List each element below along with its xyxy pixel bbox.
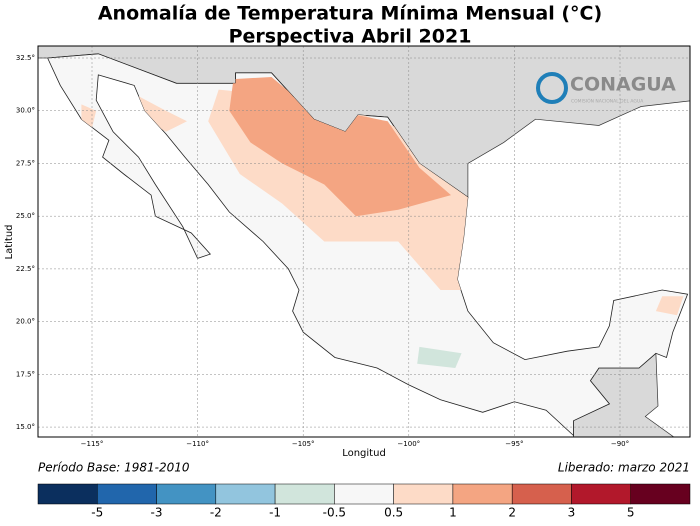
title: Perspectiva Abril 2021 bbox=[229, 26, 472, 48]
colorbar-swatch bbox=[334, 484, 393, 504]
colorbar-label: -5 bbox=[91, 506, 103, 520]
colorbar-swatch bbox=[571, 484, 630, 504]
colorbar-swatch bbox=[453, 484, 512, 504]
colorbar-label: -0.5 bbox=[323, 506, 346, 520]
x-tick-label: −95° bbox=[505, 440, 523, 448]
x-tick-label: −115° bbox=[81, 440, 104, 448]
logo-name: CONAGUA bbox=[570, 74, 676, 96]
colorbar-swatch bbox=[275, 484, 334, 504]
colorbar-swatch bbox=[38, 484, 97, 504]
y-tick-label: 32.5° bbox=[16, 54, 35, 62]
x-tick-label: −105° bbox=[292, 440, 315, 448]
colorbar-label: 5 bbox=[627, 506, 635, 520]
x-tick-label: −110° bbox=[186, 440, 209, 448]
x-label: Longitud bbox=[342, 448, 386, 459]
x-tick-label: −90° bbox=[611, 440, 629, 448]
y-tick-label: 22.5° bbox=[16, 265, 35, 273]
footer-right: Liberado: marzo 2021 bbox=[558, 461, 690, 475]
colorbar-label: 0.5 bbox=[384, 506, 403, 520]
footer-left: Período Base: 1981-2010 bbox=[38, 461, 190, 475]
logo-subtitle: COMISIÓN NACIONAL DEL AGUA bbox=[571, 98, 644, 105]
colorbar-swatch bbox=[216, 484, 275, 504]
x-tick-label: −100° bbox=[397, 440, 420, 448]
y-tick-label: 25.0° bbox=[16, 212, 35, 220]
colorbar-swatch bbox=[157, 484, 216, 504]
y-tick-label: 20.0° bbox=[16, 318, 35, 326]
y-tick-label: 17.5° bbox=[16, 370, 35, 378]
y-tick-label: 15.0° bbox=[16, 423, 35, 431]
colorbar: -5 -3 -2 -1 -0.5 0.5 1 2 3 5 bbox=[38, 484, 690, 520]
colorbar-swatch bbox=[512, 484, 571, 504]
colorbar-label: -3 bbox=[151, 506, 163, 520]
colorbar-label: 3 bbox=[568, 506, 576, 520]
colorbar-label: 2 bbox=[508, 506, 516, 520]
colorbar-label: -1 bbox=[269, 506, 281, 520]
y-tick-label: 30.0° bbox=[16, 107, 35, 115]
y-label: Latitud bbox=[4, 224, 15, 259]
colorbar-swatch bbox=[631, 484, 690, 504]
y-tick-label: 27.5° bbox=[16, 159, 35, 167]
colorbar-swatch bbox=[97, 484, 156, 504]
title: Anomalía de Temperatura Mínima Mensual (… bbox=[98, 3, 602, 25]
colorbar-label: 1 bbox=[449, 506, 457, 520]
colorbar-label: -2 bbox=[210, 506, 222, 520]
colorbar-swatch bbox=[394, 484, 453, 504]
